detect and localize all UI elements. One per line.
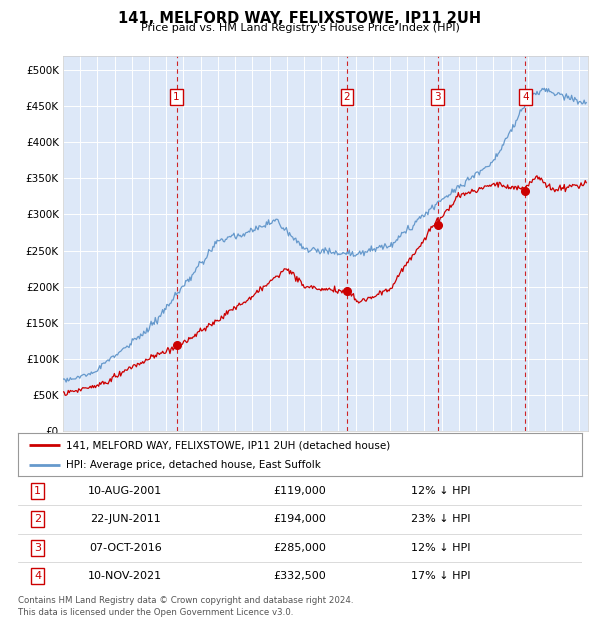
Text: 22-JUN-2011: 22-JUN-2011 <box>90 515 161 525</box>
Text: HPI: Average price, detached house, East Suffolk: HPI: Average price, detached house, East… <box>66 460 321 470</box>
Text: 2: 2 <box>344 92 350 102</box>
Text: 23% ↓ HPI: 23% ↓ HPI <box>411 515 471 525</box>
Text: 17% ↓ HPI: 17% ↓ HPI <box>411 571 471 581</box>
Text: 10-NOV-2021: 10-NOV-2021 <box>88 571 162 581</box>
Text: 1: 1 <box>34 486 41 496</box>
Text: Contains HM Land Registry data © Crown copyright and database right 2024.: Contains HM Land Registry data © Crown c… <box>18 596 353 606</box>
Text: 3: 3 <box>434 92 441 102</box>
Text: 07-OCT-2016: 07-OCT-2016 <box>89 542 161 552</box>
Text: 10-AUG-2001: 10-AUG-2001 <box>88 486 162 496</box>
Text: 4: 4 <box>34 571 41 581</box>
Text: 12% ↓ HPI: 12% ↓ HPI <box>411 542 471 552</box>
Text: 141, MELFORD WAY, FELIXSTOWE, IP11 2UH (detached house): 141, MELFORD WAY, FELIXSTOWE, IP11 2UH (… <box>66 440 390 450</box>
Text: 1: 1 <box>173 92 180 102</box>
Text: £119,000: £119,000 <box>274 486 326 496</box>
Text: 12% ↓ HPI: 12% ↓ HPI <box>411 486 471 496</box>
Text: £285,000: £285,000 <box>274 542 326 552</box>
Text: £194,000: £194,000 <box>274 515 326 525</box>
Text: This data is licensed under the Open Government Licence v3.0.: This data is licensed under the Open Gov… <box>18 608 293 617</box>
Text: £332,500: £332,500 <box>274 571 326 581</box>
Text: 4: 4 <box>522 92 529 102</box>
Text: 141, MELFORD WAY, FELIXSTOWE, IP11 2UH: 141, MELFORD WAY, FELIXSTOWE, IP11 2UH <box>118 11 482 26</box>
Text: Price paid vs. HM Land Registry's House Price Index (HPI): Price paid vs. HM Land Registry's House … <box>140 23 460 33</box>
Text: 3: 3 <box>34 542 41 552</box>
Text: 2: 2 <box>34 515 41 525</box>
